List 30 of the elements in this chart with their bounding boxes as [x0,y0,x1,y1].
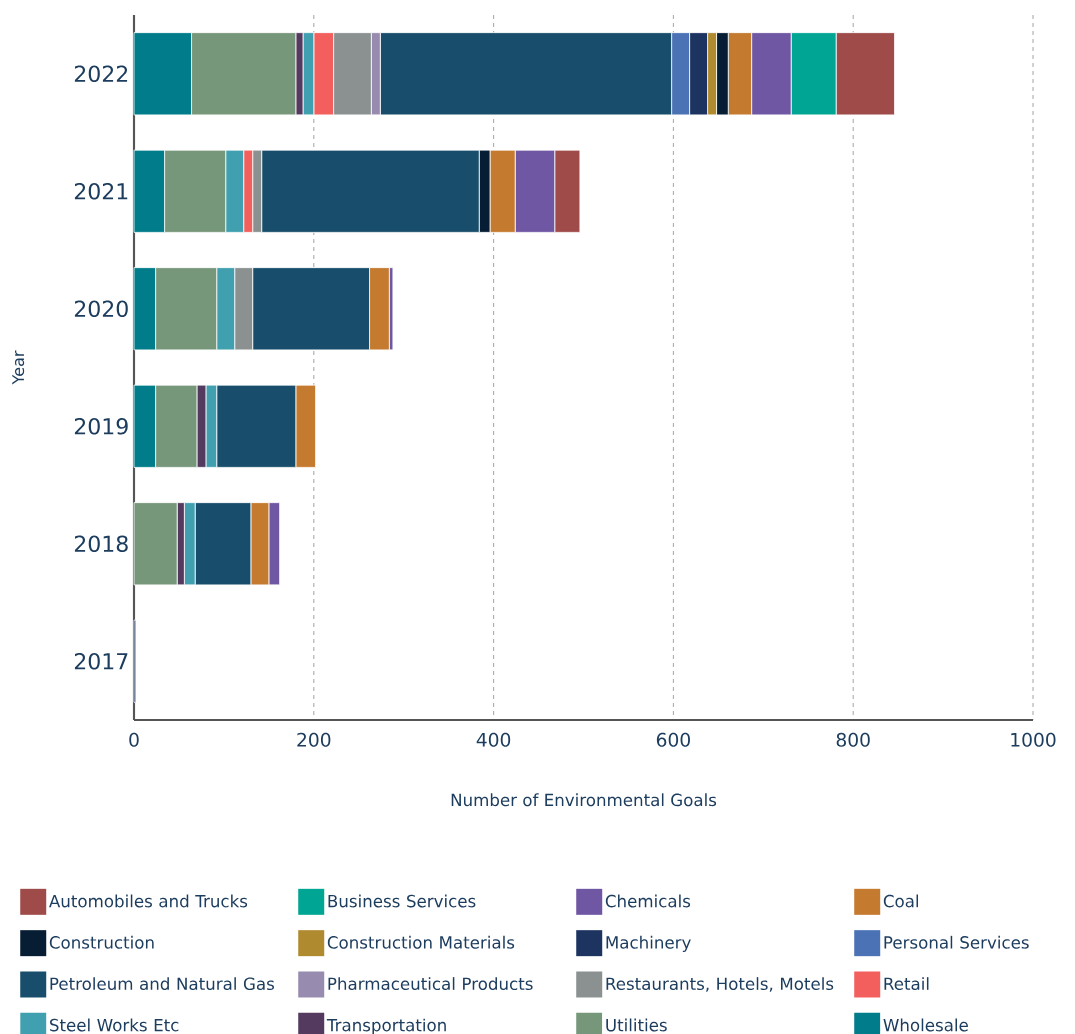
y-axis-title: Year [12,350,25,385]
legend-label: Construction [49,935,154,949]
y-tick-label: 2019 [74,417,128,435]
legend-label: Chemicals [605,894,691,908]
legend-label: Coal [883,894,919,908]
legend-label: Restaurants, Hotels, Motels [606,977,834,992]
legend-label: Transportation [326,1018,446,1034]
y-tick-label: 2017 [74,652,128,670]
y-tick-label: 2018 [74,535,128,553]
x-tick-label: 0 [129,732,139,747]
legend-label: Business Services [328,894,476,908]
legend-label: Machinery [606,935,691,952]
x-tick-label: 200 [297,732,331,747]
legend-label: Construction Materials [327,935,515,949]
y-tick-label: 2021 [74,182,128,200]
y-tick-label: 2022 [74,65,128,83]
legend-label: Automobiles and Trucks [49,894,248,908]
x-tick-label: 1000 [1011,732,1056,747]
y-tick-label: 2020 [74,300,128,318]
legend-label: Pharmaceutical Products [328,977,533,991]
legend-label: Retail [884,977,929,991]
x-tick-label: 400 [476,732,511,747]
x-tick-label: 800 [836,732,870,747]
legend-label: Personal Services [884,935,1029,949]
legend-label: Steel Works Etc [50,1018,179,1032]
legend-label: Utilities [606,1018,667,1032]
legend-label: Wholesale [883,1018,968,1032]
legend-label: Petroleum and Natural Gas [50,977,275,991]
x-tick-label: 600 [656,732,690,747]
x-axis-title: Number of Environmental Goals [451,793,717,807]
